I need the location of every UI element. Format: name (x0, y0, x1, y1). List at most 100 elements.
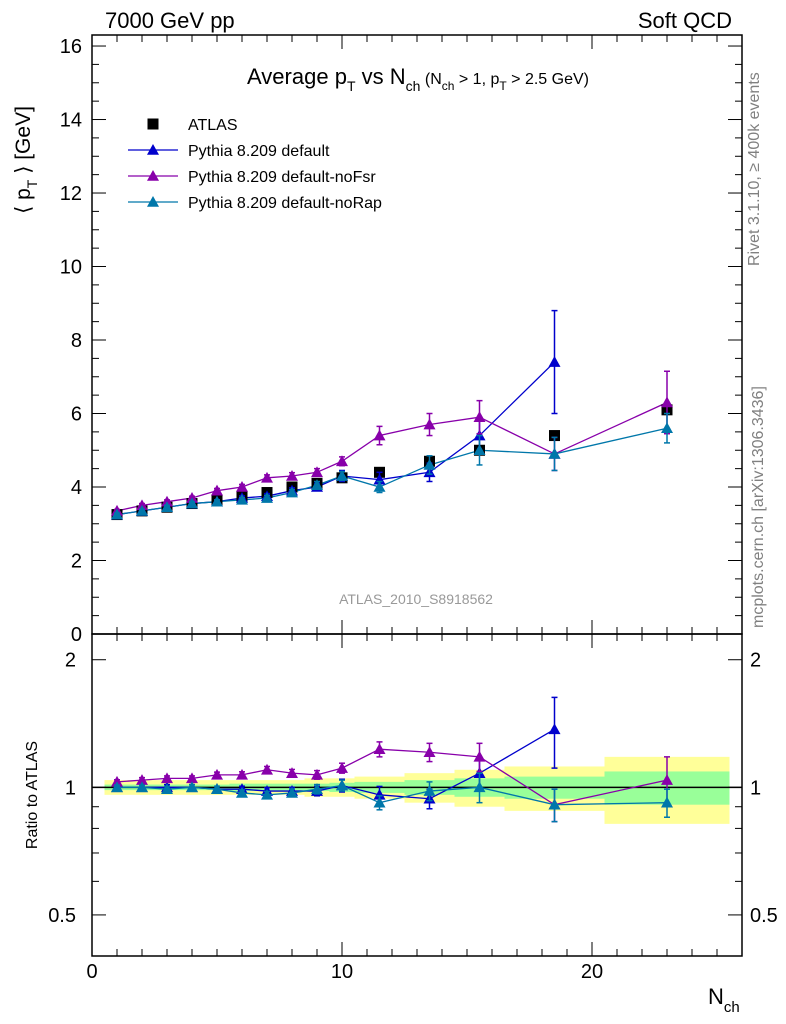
ratio-point (136, 774, 148, 785)
mc-point (211, 495, 223, 507)
ratio-point (236, 786, 248, 798)
ratio-point (473, 750, 486, 762)
ratio-y-tick-label-right: 0.5 (750, 905, 778, 927)
ratio-point (473, 781, 486, 793)
ratio-point (136, 781, 148, 793)
ratio-y-tick-label-right: 2 (750, 650, 761, 672)
x-tick-label: 20 (581, 961, 603, 983)
ratio-point (373, 788, 386, 800)
chart-marks (111, 309, 673, 823)
analysis-label: ATLAS_2010_S8918562 (339, 591, 493, 607)
legend-label: Pythia 8.209 default-noFsr (188, 169, 376, 186)
legend-marker (147, 170, 159, 181)
series-line (116, 401, 668, 512)
y-tick-label: 16 (60, 36, 82, 58)
mc-point (423, 458, 436, 470)
mc-point (311, 466, 323, 478)
legend-marker-atlas (147, 118, 159, 130)
mc-point (286, 469, 298, 481)
mc-point (286, 486, 298, 498)
ratio-point (236, 768, 248, 780)
ratio-point (211, 768, 223, 780)
mc-point (473, 444, 486, 456)
ratio-y-tick-label: 1 (65, 777, 76, 799)
mc-point (373, 429, 386, 441)
mc-point (261, 471, 273, 483)
ratio-point (548, 798, 561, 810)
header-left: 7000 GeV pp (105, 8, 235, 33)
ratio-point (336, 762, 348, 773)
mc-point (161, 501, 173, 513)
main-title: Average pT vs Nch (Nch > 1, pT > 2.5 GeV… (247, 64, 589, 94)
legend: ATLAS Pythia 8.209 default Pythia 8.209 de… (128, 117, 382, 212)
y-tick-label: 2 (71, 551, 82, 573)
ratio-y-label: Ratio to ATLAS (24, 741, 41, 849)
ratio-point (111, 775, 123, 787)
ratio-point (311, 783, 323, 794)
ratio-point (423, 785, 436, 796)
ratio-point (311, 768, 323, 780)
ratio-point (186, 781, 198, 793)
ratio-point (111, 781, 123, 793)
ratio-point (373, 743, 386, 755)
legend-label: Pythia 8.209 default (188, 143, 330, 160)
ratio-point (261, 763, 273, 775)
mc-point (186, 492, 198, 503)
y-tick-label: 4 (71, 477, 82, 499)
series-line (116, 427, 668, 516)
ratio-point (161, 783, 173, 794)
atlas-point (549, 430, 560, 442)
ratio-point (661, 774, 673, 785)
legend-marker (147, 144, 159, 155)
mc-point (111, 508, 123, 520)
mc-point (136, 499, 148, 511)
mc-point (136, 504, 148, 516)
ratio-y-tick-label: 2 (65, 650, 76, 672)
mc-point (661, 422, 673, 434)
ratio-point (286, 786, 298, 798)
mc-point (373, 481, 386, 492)
ratio-point (661, 796, 673, 808)
mc-point (261, 492, 273, 503)
mc-point (311, 479, 323, 490)
mc-point (236, 493, 248, 505)
ratio-point (336, 779, 348, 791)
ratio-point (286, 767, 298, 778)
y-tick-label: 10 (60, 257, 82, 279)
legend-label: Pythia 8.209 default-noRap (188, 195, 382, 212)
mc-point (336, 469, 348, 481)
series-line (116, 361, 555, 516)
legend-label: ATLAS (188, 117, 238, 134)
y-axis-label: ⟨ pT ⟩ [GeV] (12, 106, 40, 214)
ratio-point (161, 772, 173, 784)
x-tick-label: 10 (331, 961, 353, 983)
x-tick-label: 0 (86, 961, 97, 983)
mc-point (548, 356, 561, 367)
ratio-y-tick-label-right: 1 (750, 777, 761, 799)
mc-point (548, 447, 561, 459)
mc-point (336, 455, 348, 467)
mc-point (423, 418, 436, 430)
ratio-point (373, 796, 386, 808)
ratio-point (211, 783, 223, 794)
mc-point (161, 495, 173, 507)
ratio-point (548, 723, 561, 735)
ratio-point (261, 788, 273, 800)
ratio-point (423, 746, 436, 758)
x-axis-label: Nch (708, 984, 740, 1016)
mc-point (236, 481, 248, 492)
mc-point (186, 497, 198, 509)
y-tick-label: 6 (71, 404, 82, 426)
y-tick-label: 12 (60, 183, 82, 205)
mc-point (473, 411, 486, 422)
y-tick-label: 0 (71, 624, 82, 646)
ratio-point (186, 772, 198, 784)
y-tick-label: 14 (60, 110, 82, 132)
legend-marker (147, 196, 159, 207)
ratio-series-line (117, 728, 555, 800)
ratio-y-tick-label: 0.5 (48, 905, 76, 927)
mc-point (661, 396, 673, 408)
y-tick-label: 8 (71, 330, 82, 352)
